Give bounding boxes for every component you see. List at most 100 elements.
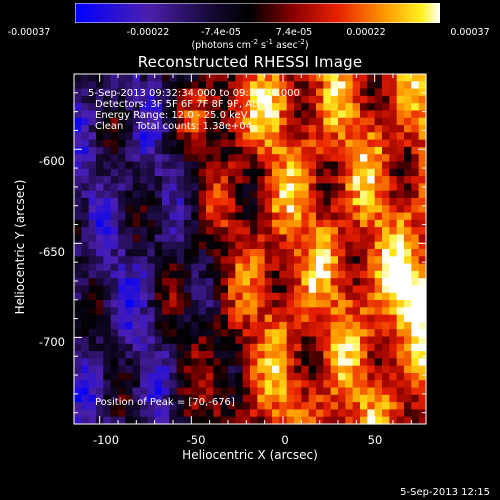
heatmap-cell: [338, 110, 346, 119]
heatmap-cell: [411, 351, 420, 359]
heatmap-cell: [396, 256, 405, 265]
heatmap-cell: [88, 292, 97, 301]
heatmap-cell: [235, 212, 244, 221]
heatmap-cell: [396, 329, 405, 338]
heatmap-cell: [272, 402, 280, 411]
heatmap-cell: [169, 292, 178, 301]
heatmap-cell: [242, 365, 251, 374]
heatmap-cell: [125, 336, 134, 345]
heatmap-cell: [169, 139, 178, 148]
heatmap-cell: [110, 125, 119, 133]
heatmap-cell: [330, 212, 339, 221]
heatmap-cell: [103, 219, 112, 228]
heatmap-cell: [352, 380, 361, 389]
heatmap-cell: [103, 372, 112, 381]
heatmap-cell: [272, 205, 280, 214]
heatmap-cell: [125, 219, 134, 228]
heatmap-cell: [396, 146, 405, 155]
heatmap-cell: [367, 227, 376, 236]
heatmap-cell: [316, 234, 324, 243]
heatmap-cell: [279, 139, 288, 148]
heatmap-cell: [323, 256, 332, 265]
heatmap-cell: [382, 365, 390, 374]
heatmap-cell: [316, 278, 324, 287]
heatmap-cell: [235, 219, 244, 228]
chart-title: Reconstructed RHESSI Image: [137, 53, 363, 71]
heatmap-cell: [88, 117, 97, 126]
heatmap-cell: [396, 219, 405, 228]
heatmap-cell: [418, 95, 427, 104]
heatmap-cell: [272, 329, 280, 338]
heatmap-cell: [330, 336, 339, 345]
heatmap-cell: [272, 409, 280, 418]
heatmap-cell: [323, 343, 332, 352]
heatmap-cell: [367, 263, 376, 272]
heatmap-cell: [367, 110, 376, 119]
heatmap-cell: [191, 234, 200, 243]
heatmap-cell: [74, 227, 82, 236]
heatmap-cell: [294, 125, 302, 133]
heatmap-cell: [418, 74, 427, 82]
heatmap-cell: [374, 95, 383, 104]
heatmap-cell: [250, 270, 258, 279]
heatmap-cell: [301, 314, 310, 323]
heatmap-cell: [367, 394, 376, 403]
heatmap-cell: [184, 234, 192, 243]
heatmap-cell: [323, 227, 332, 236]
heatmap-cell: [404, 307, 412, 316]
heatmap-cell: [323, 132, 332, 141]
heatmap-cell: [396, 263, 405, 272]
heatmap-cell: [323, 234, 332, 243]
heatmap-cell: [206, 183, 214, 192]
heatmap-cell: [382, 329, 390, 338]
heatmap-cell: [110, 249, 119, 257]
heatmap-cell: [250, 95, 258, 104]
heatmap-cell: [184, 263, 192, 272]
heatmap-cell: [279, 81, 288, 90]
heatmap-cell: [404, 125, 412, 133]
heatmap-cell: [220, 416, 229, 425]
heatmap-cell: [389, 300, 398, 308]
heatmap-cell: [140, 278, 148, 287]
heatmap-cell: [198, 416, 207, 425]
heatmap-cell: [382, 336, 390, 345]
heatmap-cell: [396, 132, 405, 141]
heatmap-cell: [169, 351, 178, 359]
heatmap-cell: [235, 103, 244, 112]
heatmap-cell: [352, 95, 361, 104]
heatmap-cell: [110, 300, 119, 308]
heatmap-cell: [228, 176, 236, 184]
heatmap-cell: [103, 336, 112, 345]
heatmap-cell: [191, 365, 200, 374]
heatmap-cell: [250, 103, 258, 112]
heatmap-cell: [118, 117, 126, 126]
heatmap-cell: [154, 117, 163, 126]
heatmap-cell: [242, 263, 251, 272]
heatmap-cell: [235, 125, 244, 133]
heatmap-cell: [330, 270, 339, 279]
heatmap-cell: [132, 197, 141, 206]
heatmap-cell: [330, 205, 339, 214]
heatmap-cell: [316, 110, 324, 119]
heatmap-cell: [404, 336, 412, 345]
heatmap-cell: [374, 329, 383, 338]
heatmap-cell: [404, 154, 412, 163]
heatmap-cell: [367, 278, 376, 287]
heatmap-cell: [162, 154, 170, 163]
heatmap-cell: [147, 321, 156, 330]
heatmap-cell: [162, 95, 170, 104]
heatmap-cell: [404, 329, 412, 338]
plot-frame: [73, 73, 427, 425]
heatmap-cell: [411, 95, 420, 104]
heatmap-cell: [360, 183, 368, 192]
heatmap-cell: [418, 132, 427, 141]
heatmap-cell: [286, 300, 295, 308]
heatmap-cell: [367, 380, 376, 389]
heatmap-cell: [198, 132, 207, 141]
heatmap-cell: [374, 197, 383, 206]
heatmap-cell: [88, 321, 97, 330]
heatmap-cell: [118, 300, 126, 308]
heatmap-cell: [96, 394, 104, 403]
heatmap-cell: [125, 387, 134, 396]
heatmap-cell: [257, 132, 266, 141]
